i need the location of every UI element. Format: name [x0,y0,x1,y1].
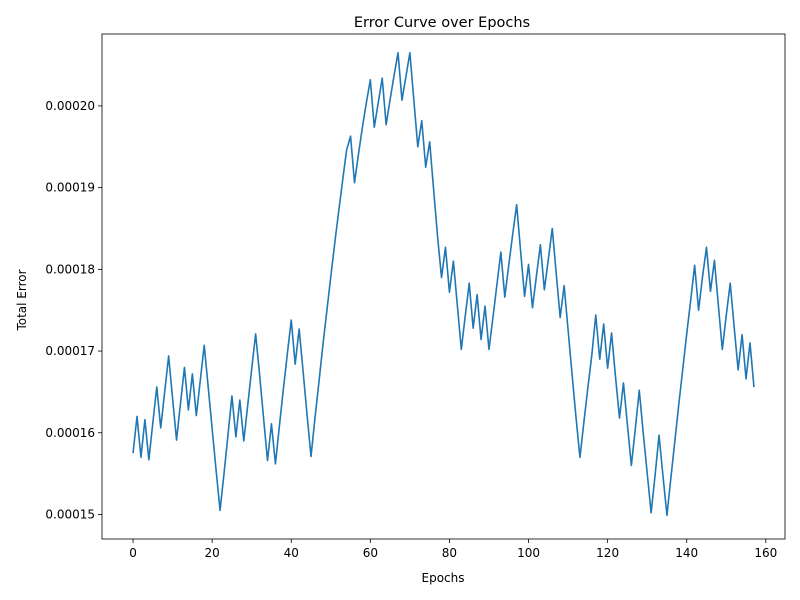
x-tick-label: 40 [284,546,299,560]
y-tick-label: 0.00020 [45,99,95,113]
x-tick-label: 140 [675,546,698,560]
chart-title: Error Curve over Epochs [354,15,530,31]
x-tick-label: 160 [754,546,777,560]
x-tick-label: 20 [205,546,220,560]
x-tick-label: 60 [363,546,378,560]
y-tick-label: 0.00018 [45,262,95,276]
x-tick-label: 100 [517,546,540,560]
y-tick-label: 0.00016 [45,426,95,440]
x-axis-ticks: 0 20 40 60 80 100 120 140 160 [129,539,777,560]
y-tick-label: 0.00015 [45,507,95,521]
x-tick-label: 80 [442,546,457,560]
x-tick-label: 0 [129,546,137,560]
y-tick-label: 0.00019 [45,181,95,195]
y-axis-ticks: 0.00015 0.00016 0.00017 0.00018 0.00019 0.000… [45,99,102,521]
x-axis-label: Epochs [422,571,465,585]
error-series-line [132,51,755,517]
y-axis-label: Total Error [15,269,29,331]
plot-area [132,51,755,517]
x-tick-label: 120 [596,546,619,560]
plot-frame [101,33,786,540]
y-tick-label: 0.00017 [45,344,95,358]
